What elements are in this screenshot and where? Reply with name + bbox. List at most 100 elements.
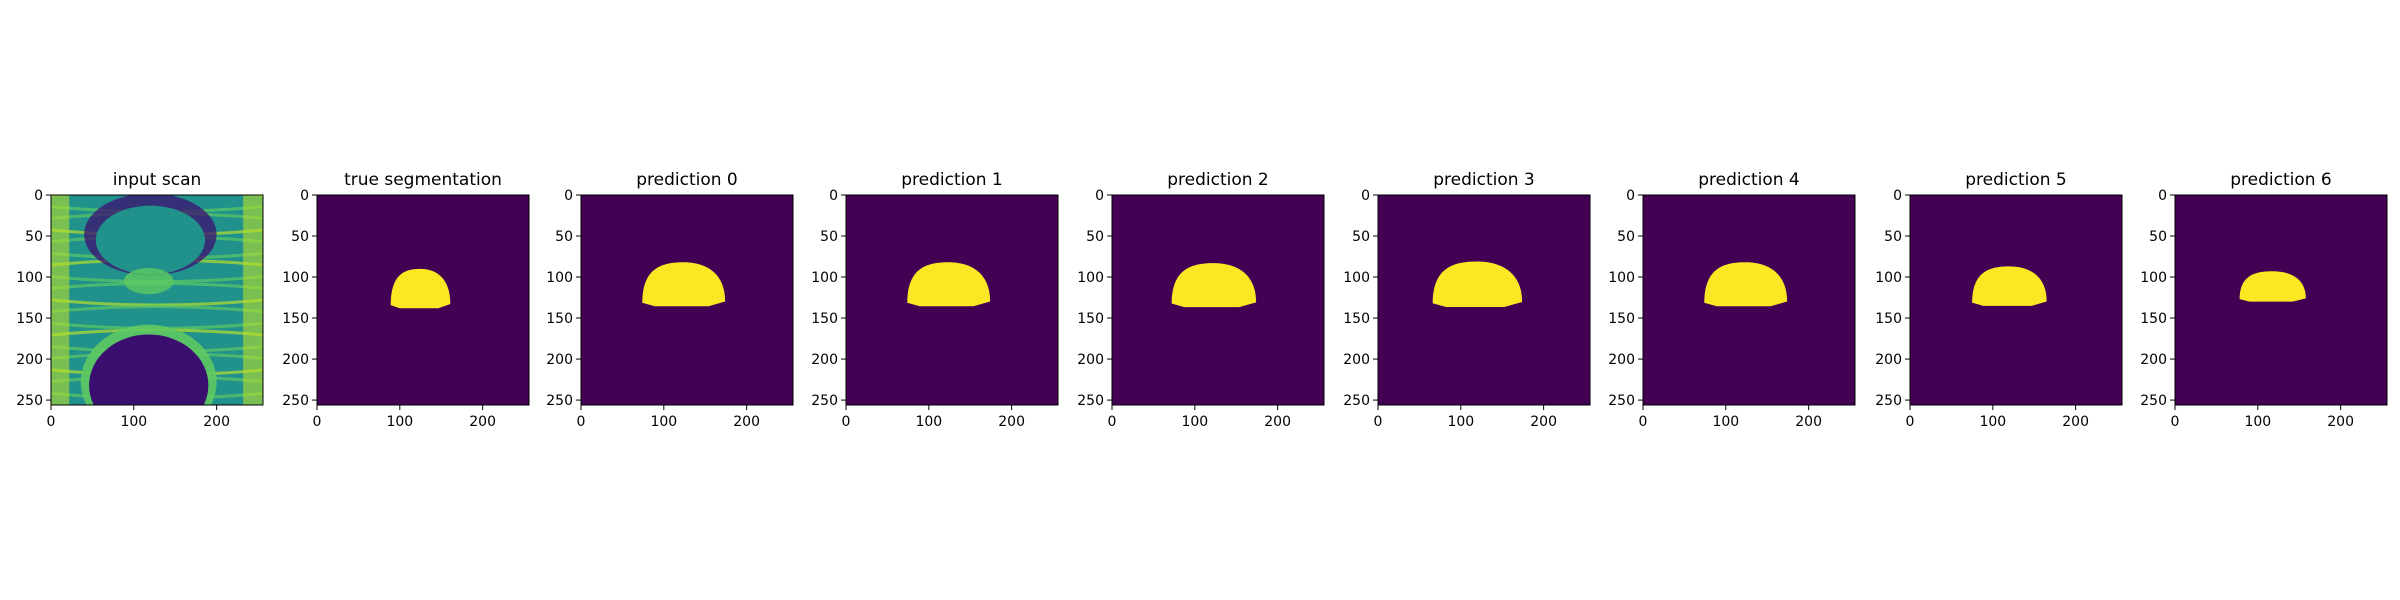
y-tick-label: 250 (1875, 393, 1902, 409)
panel-image (581, 195, 793, 405)
segmentation-mask (907, 262, 991, 307)
panel-image (2175, 195, 2387, 405)
y-tick-label: 200 (1875, 352, 1902, 368)
y-tick-label: 50 (1617, 229, 1635, 245)
panel-title: prediction 1 (901, 170, 1003, 190)
y-tick-label: 50 (291, 229, 309, 245)
y-tick-label: 0 (300, 188, 309, 204)
axes-frame (580, 194, 794, 406)
y-tick-label: 0 (829, 188, 838, 204)
axes-frame (1642, 194, 1856, 406)
y-tick-label: 200 (1077, 352, 1104, 368)
y-tick-label: 200 (811, 352, 838, 368)
y-tick-label: 150 (546, 311, 573, 327)
scan-texture-line (51, 305, 263, 314)
y-tick-label: 200 (1608, 352, 1635, 368)
x-tick-label: 200 (1530, 414, 1557, 430)
panel-image (317, 195, 529, 405)
axes-frame (2174, 194, 2388, 406)
x-tick-label: 0 (842, 414, 851, 430)
panel-title: prediction 6 (2230, 170, 2332, 190)
x-tick-label: 200 (2327, 414, 2354, 430)
scan-center-region (123, 268, 174, 295)
axes-frame (1377, 194, 1591, 406)
x-tick-label: 200 (733, 414, 760, 430)
y-tick-label: 150 (2140, 311, 2167, 327)
panel-image (1378, 195, 1590, 405)
x-tick-label: 100 (650, 414, 677, 430)
y-tick-label: 150 (1608, 311, 1635, 327)
scan-texture-line (51, 298, 263, 307)
y-tick-label: 0 (1095, 188, 1104, 204)
segmentation-mask (1432, 261, 1523, 307)
y-tick-label: 250 (282, 393, 309, 409)
y-tick-label: 200 (282, 352, 309, 368)
y-tick-label: 50 (2149, 229, 2167, 245)
panel-image (846, 195, 1058, 405)
scan-upper-inner (95, 205, 206, 275)
y-tick-label: 150 (282, 311, 309, 327)
y-tick-label: 250 (16, 393, 43, 409)
y-tick-label: 150 (811, 311, 838, 327)
y-tick-label: 100 (1875, 270, 1902, 286)
x-tick-label: 200 (1795, 414, 1822, 430)
y-tick-label: 50 (1352, 229, 1370, 245)
y-tick-label: 50 (820, 229, 838, 245)
y-tick-label: 50 (1086, 229, 1104, 245)
x-tick-label: 100 (1979, 414, 2006, 430)
x-tick-label: 0 (1108, 414, 1117, 430)
panel-image (51, 195, 263, 405)
panel-title: input scan (113, 170, 202, 190)
y-tick-label: 250 (1343, 393, 1370, 409)
panel-title: prediction 2 (1167, 170, 1269, 190)
y-tick-label: 50 (555, 229, 573, 245)
x-tick-label: 0 (47, 414, 56, 430)
x-tick-label: 200 (998, 414, 1025, 430)
x-tick-label: 200 (203, 414, 230, 430)
scan-left-band (51, 195, 70, 405)
y-tick-label: 100 (546, 270, 573, 286)
y-tick-label: 250 (811, 393, 838, 409)
y-tick-label: 150 (1077, 311, 1104, 327)
segmentation-mask (1171, 263, 1257, 308)
y-tick-label: 200 (546, 352, 573, 368)
y-tick-label: 150 (16, 311, 43, 327)
panel-image (1910, 195, 2122, 405)
y-tick-label: 50 (25, 229, 43, 245)
y-tick-label: 0 (1893, 188, 1902, 204)
panel-title: prediction 3 (1433, 170, 1535, 190)
y-tick-label: 0 (2158, 188, 2167, 204)
y-tick-label: 100 (1608, 270, 1635, 286)
x-tick-label: 0 (577, 414, 586, 430)
y-tick-label: 0 (34, 188, 43, 204)
axes-frame (1909, 194, 2123, 406)
y-tick-label: 200 (16, 352, 43, 368)
scan-lower-region (89, 334, 209, 405)
x-tick-label: 200 (1264, 414, 1291, 430)
panel-image (1112, 195, 1324, 405)
y-tick-label: 250 (2140, 393, 2167, 409)
axes-frame (50, 194, 264, 406)
panel-image (1643, 195, 1855, 405)
x-tick-label: 100 (2244, 414, 2271, 430)
segmentation-mask (642, 262, 726, 307)
x-tick-label: 100 (386, 414, 413, 430)
x-tick-label: 200 (2062, 414, 2089, 430)
x-tick-label: 0 (1906, 414, 1915, 430)
y-tick-label: 200 (1343, 352, 1370, 368)
y-tick-label: 100 (1343, 270, 1370, 286)
axes-frame (316, 194, 530, 406)
panel-title: true segmentation (344, 170, 502, 190)
x-tick-label: 100 (1181, 414, 1208, 430)
y-tick-label: 150 (1343, 311, 1370, 327)
x-tick-label: 100 (915, 414, 942, 430)
y-tick-label: 150 (1875, 311, 1902, 327)
